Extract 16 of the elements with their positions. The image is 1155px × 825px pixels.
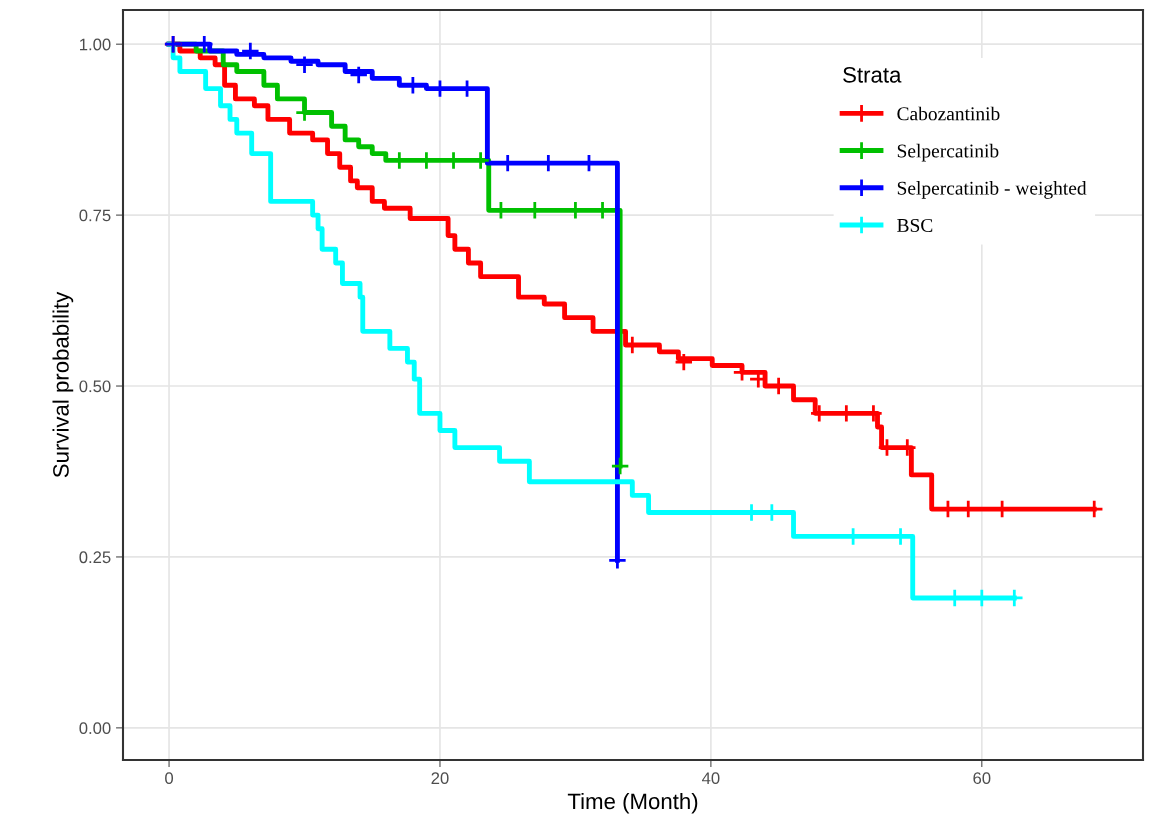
y-tick-label: 0.00 <box>79 722 111 735</box>
x-tick-label: 60 <box>973 772 991 785</box>
legend-label: Selpercatinib - weighted <box>897 181 1087 199</box>
y-tick-label: 0.25 <box>79 551 111 564</box>
y-tick-label: 0.50 <box>79 380 111 393</box>
legend-label: Selpercatinib <box>897 143 999 162</box>
y-tick-label: 0.75 <box>79 209 111 222</box>
x-axis-title: Time (Month) <box>567 792 698 814</box>
y-tick-label: 1.00 <box>80 38 111 51</box>
legend-label: Cabozantinib <box>897 106 1000 121</box>
legend-label: BSC <box>897 218 933 232</box>
legend-title: Strata <box>843 66 902 83</box>
y-axis-title: Survival probability <box>52 291 74 478</box>
x-tick-label: 40 <box>702 772 720 785</box>
x-tick-label: 0 <box>165 772 174 785</box>
x-tick-label: 20 <box>431 772 449 785</box>
